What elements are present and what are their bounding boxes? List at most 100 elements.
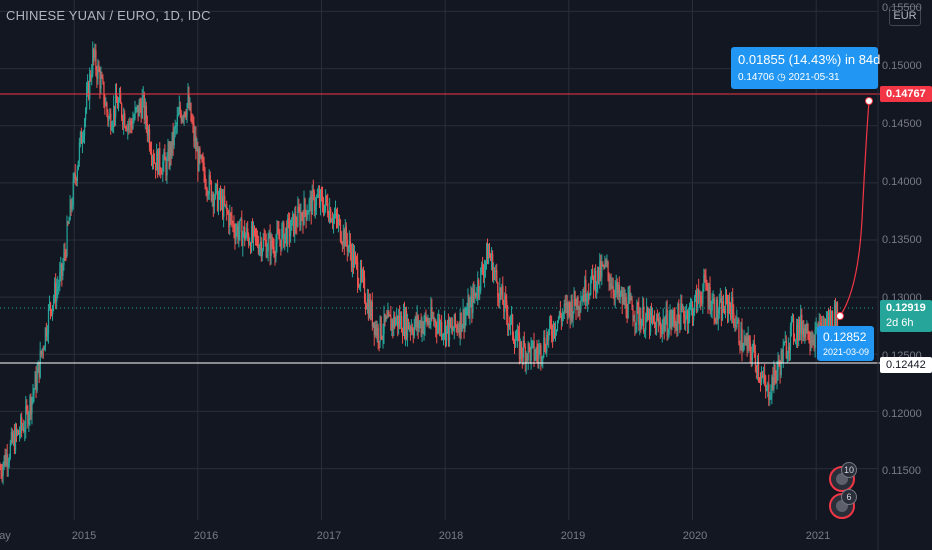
- candle-body: [583, 295, 585, 302]
- candle-body: [678, 303, 680, 317]
- candle-body: [325, 195, 327, 205]
- candle-body: [680, 303, 682, 330]
- candle-body: [471, 295, 473, 313]
- candle-body: [388, 311, 390, 316]
- measure-tooltip[interactable]: 0.01855 (14.43%) in 84d 0.14706 ◷ 2021-0…: [731, 47, 881, 89]
- candle-body: [752, 343, 755, 352]
- candle-body: [6, 454, 8, 467]
- candle-body: [374, 324, 376, 336]
- candle-body: [401, 316, 403, 333]
- candle-body: [735, 325, 737, 328]
- candle-body: [537, 353, 539, 359]
- candle-body: [475, 292, 477, 297]
- candle-body: [14, 427, 17, 452]
- candle-body: [652, 315, 655, 322]
- candle-body: [459, 312, 461, 336]
- candle-body: [90, 73, 92, 79]
- candle-body: [710, 310, 712, 312]
- candle-body: [633, 320, 635, 322]
- price-tick: 0.15500: [882, 2, 922, 14]
- candle-body: [79, 131, 82, 143]
- candle-body: [427, 320, 429, 325]
- candle-body: [614, 288, 616, 298]
- candle-body: [560, 316, 563, 322]
- candle-body: [428, 320, 430, 325]
- candle-body: [773, 364, 775, 390]
- candle-body: [429, 323, 431, 325]
- candle-body: [241, 219, 243, 247]
- candle-body: [293, 213, 295, 236]
- candle-body: [379, 316, 381, 342]
- candle-body: [257, 245, 260, 253]
- candle-body: [277, 229, 279, 232]
- candle-body: [112, 123, 114, 128]
- candle-body: [20, 417, 22, 434]
- candle-body: [692, 304, 694, 321]
- start-point-label[interactable]: 0.12852 2021-03-09: [817, 326, 874, 361]
- candle-body: [142, 94, 144, 98]
- candle-body: [343, 230, 346, 247]
- candle-body: [602, 264, 604, 266]
- candle-body: [73, 173, 75, 180]
- candle-body: [268, 234, 270, 239]
- candle-body: [613, 293, 615, 298]
- candle-body: [810, 339, 812, 345]
- candle-body: [468, 299, 470, 319]
- candle-body: [789, 326, 792, 351]
- current-price: 0.12919: [886, 302, 926, 314]
- candle-body: [612, 286, 614, 294]
- candle-body: [236, 226, 238, 232]
- candle-body: [753, 343, 756, 351]
- candle-body: [125, 127, 127, 129]
- candle-body: [12, 434, 15, 443]
- candle-body: [457, 328, 459, 331]
- candle-body: [825, 322, 828, 329]
- candle-body: [607, 262, 609, 274]
- candle-body: [790, 318, 793, 327]
- candle-body: [40, 350, 42, 355]
- candle-body: [620, 290, 622, 295]
- candle-body: [662, 318, 664, 326]
- candle-body: [533, 341, 535, 360]
- candle-body: [719, 298, 722, 302]
- candle-body: [415, 317, 417, 327]
- candle-body: [129, 120, 131, 125]
- measure-change: 0.01855 (14.43%) in 84d: [738, 52, 881, 67]
- candle-body: [332, 221, 334, 224]
- projection-start-point: [836, 312, 844, 320]
- candle-body: [304, 199, 306, 211]
- candle-body: [831, 311, 834, 328]
- candle-body: [240, 219, 242, 221]
- candle-body: [801, 314, 803, 336]
- candle-body: [239, 219, 241, 232]
- candle-body: [10, 432, 13, 443]
- candle-body: [88, 83, 90, 99]
- candle-body: [645, 316, 647, 330]
- candle-body: [513, 336, 515, 342]
- price-tick: 0.12000: [882, 408, 922, 420]
- candle-body: [220, 189, 222, 203]
- candle-body: [718, 301, 721, 315]
- candle-body: [464, 315, 466, 329]
- candle-body: [740, 328, 742, 350]
- candle-body: [109, 113, 111, 119]
- candle-body: [593, 275, 595, 290]
- candle-body: [492, 253, 494, 280]
- candle-body: [650, 309, 652, 333]
- candle-body: [29, 397, 31, 416]
- currency-button[interactable]: EUR: [889, 6, 921, 26]
- candle-body: [148, 128, 151, 148]
- candle-body: [827, 315, 829, 323]
- candle-body: [223, 195, 225, 217]
- candle-body: [654, 322, 657, 335]
- candle-body: [469, 303, 471, 319]
- candle-body: [479, 290, 481, 292]
- candle-body: [667, 334, 669, 336]
- candle-body: [99, 71, 101, 89]
- candle-body: [834, 305, 837, 329]
- candle-body: [170, 144, 172, 156]
- candle-body: [378, 341, 380, 343]
- candle-body: [60, 263, 62, 273]
- candle-body: [423, 324, 425, 333]
